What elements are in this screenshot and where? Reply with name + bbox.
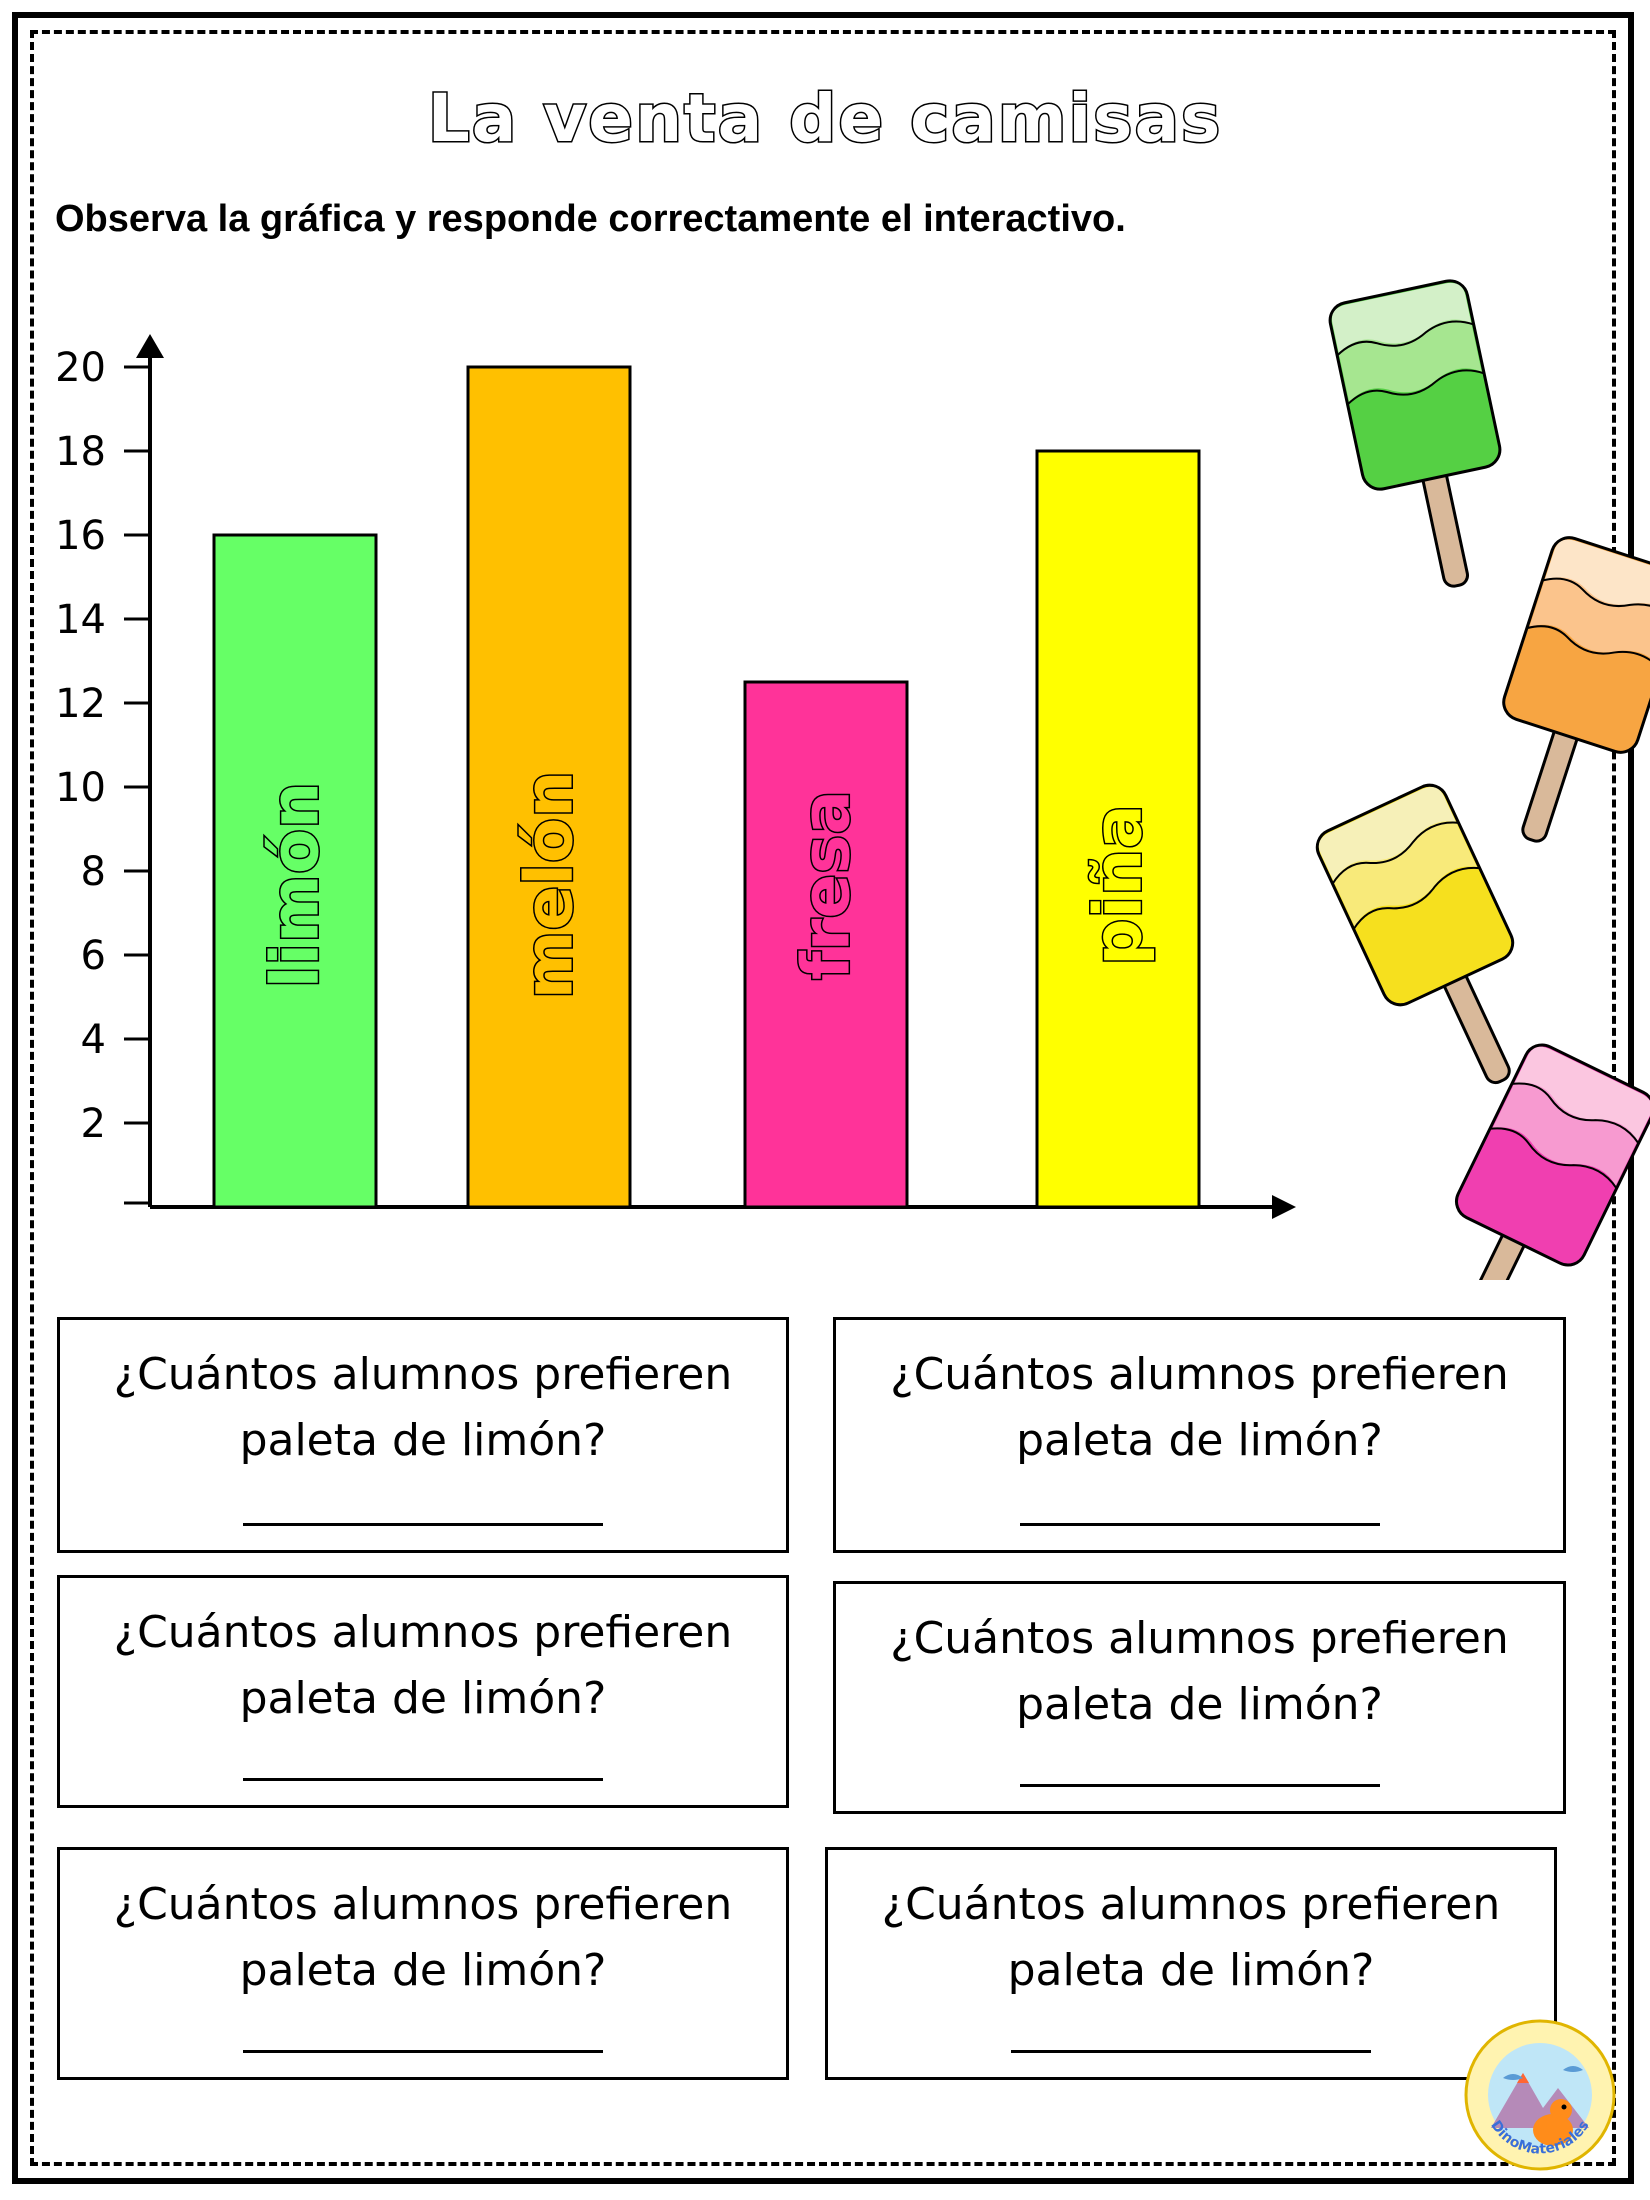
chart-bars: limón melón fresa piña	[212, 365, 1201, 1209]
answer-line[interactable]	[1019, 1523, 1380, 1526]
y-tick-label: 6	[81, 933, 106, 979]
answer-line[interactable]	[243, 1778, 603, 1781]
question-text: ¿Cuántos alumnos prefieren paleta de limó…	[113, 1607, 733, 1724]
bar-category-label: melón	[511, 771, 588, 1000]
y-tick-label: 18	[55, 429, 106, 475]
bar	[212, 533, 378, 1209]
question-text: ¿Cuántos alumnos prefieren paleta de limó…	[113, 1879, 733, 1996]
y-tick-label: 10	[55, 765, 106, 811]
y-axis-arrow	[136, 334, 164, 358]
question-text: ¿Cuántos alumnos prefieren paleta de limó…	[113, 1349, 733, 1466]
answer-line[interactable]	[243, 2050, 603, 2053]
page-title: La venta de camisas	[426, 79, 1223, 159]
question-text: ¿Cuántos alumnos prefieren paleta de limó…	[890, 1613, 1509, 1730]
popsicle-icon-green	[1328, 279, 1502, 588]
question-box-5: ¿Cuántos alumnos prefieren paleta de limó…	[57, 1847, 789, 2080]
bar	[466, 365, 632, 1209]
dinomateriales-logo: DinoMateriales	[1464, 2019, 1616, 2171]
chart-ticks: 2 4 6 8 10 12 14 16 18 20	[55, 345, 150, 1205]
popsicle-icon-pink	[1455, 1043, 1650, 1280]
popsicle-icon-orange	[1502, 536, 1650, 843]
question-box-2: ¿Cuántos alumnos prefieren paleta de limó…	[833, 1317, 1566, 1553]
y-tick-label: 4	[81, 1017, 106, 1063]
x-axis-arrow	[1272, 1195, 1296, 1219]
instruction-text: Observa la gráfica y responde correctame…	[55, 198, 1126, 240]
y-tick-label: 2	[81, 1101, 106, 1147]
answer-line[interactable]	[1011, 2050, 1371, 2053]
bar-category-label: fresa	[788, 790, 865, 980]
answer-line[interactable]	[1019, 1784, 1380, 1787]
y-tick-label: 20	[55, 345, 106, 391]
answer-line[interactable]	[243, 1523, 603, 1526]
y-tick-label: 12	[55, 681, 106, 727]
y-tick-label: 14	[55, 597, 106, 643]
bar	[1035, 449, 1201, 1209]
popsicle-decorations	[1315, 279, 1650, 1280]
bar-chart: limón melón fresa piña 2 4 6 8 10 12 14 16 18 20	[55, 334, 1296, 1219]
popsicle-icon-yellow	[1315, 783, 1515, 1085]
y-tick-label: 8	[81, 849, 106, 895]
question-text: ¿Cuántos alumnos prefieren paleta de limó…	[890, 1349, 1509, 1466]
bar-category-label: limón	[257, 782, 334, 988]
y-tick-label: 16	[55, 513, 106, 559]
question-box-1: ¿Cuántos alumnos prefieren paleta de limó…	[57, 1317, 789, 1553]
question-box-3: ¿Cuántos alumnos prefieren paleta de limó…	[57, 1575, 789, 1808]
bar-category-label: piña	[1080, 804, 1157, 965]
bar	[743, 680, 909, 1209]
question-box-6: ¿Cuántos alumnos prefieren paleta de limó…	[825, 1847, 1557, 2080]
question-box-4: ¿Cuántos alumnos prefieren paleta de limó…	[833, 1581, 1566, 1814]
question-text: ¿Cuántos alumnos prefieren paleta de limó…	[881, 1879, 1501, 1996]
